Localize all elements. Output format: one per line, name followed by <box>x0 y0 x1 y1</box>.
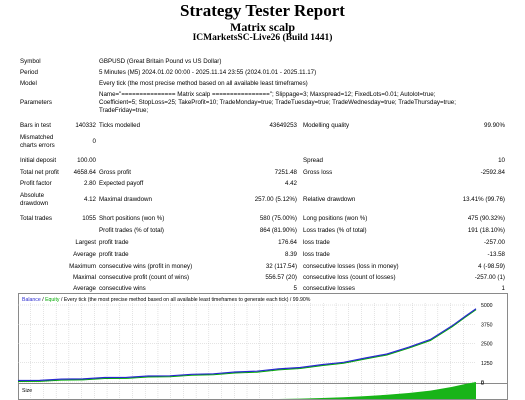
relative-drawdown-label: Relative drawdown <box>303 196 356 203</box>
mismatch-label-1: Mismatched <box>20 134 54 141</box>
mismatch-value: 0 <box>92 138 96 145</box>
max-consecutive-wins-value: 32 (117.54) <box>265 263 297 270</box>
quality-label: Modelling quality <box>303 122 350 129</box>
total-trades-value: 1055 <box>82 215 96 222</box>
mismatch-label-2: charts errors <box>20 142 55 149</box>
symbol-label: Symbol <box>20 58 41 65</box>
absolute-drawdown-label-2: drawdown <box>20 200 49 207</box>
balance-line <box>18 308 477 382</box>
net-profit-value: 4658.64 <box>73 169 96 176</box>
report-title: Strategy Tester Report <box>180 1 345 20</box>
largest-profit-label: profit trade <box>99 239 129 246</box>
ytick-label: 2500 <box>481 342 493 348</box>
largest-profit-value: 176.64 <box>278 239 297 246</box>
maximal-consecutive-profit-label: consecutive profit (count of wins) <box>99 274 190 281</box>
average-profit-value: 8.39 <box>284 251 297 258</box>
total-trades-label: Total trades <box>20 215 52 222</box>
average-label: Average <box>73 251 96 258</box>
quality-value: 99.90% <box>484 122 505 129</box>
chart-legend: Balance / Equity / Every tick (the most … <box>22 297 311 303</box>
legend-description: / Every tick (the most precise method ba… <box>60 297 311 303</box>
ytick-label: 0 <box>481 380 484 386</box>
bars-value: 140332 <box>75 122 96 129</box>
average-consecutive-wins-value: 5 <box>293 285 297 292</box>
server-build: ICMarketsSC-Live26 (Build 1441) <box>192 33 333 43</box>
parameters-line-1: Name="=============== Matrix scalp =====… <box>99 91 436 98</box>
loss-trades-value: 191 (18.10%) <box>467 227 505 234</box>
maximal-label: Maximal <box>72 274 96 281</box>
max-consecutive-wins-label: consecutive wins (profit in money) <box>99 263 193 270</box>
relative-drawdown-value: 13.41% (99.76) <box>462 196 505 203</box>
period-value: 5 Minutes (M5) 2024.01.02 00:00 - 2025.1… <box>99 69 317 76</box>
average-consecutive-wins-label: consecutive wins <box>99 285 146 292</box>
bars-label: Bars in test <box>20 122 51 129</box>
size-tick-0: 0 <box>481 381 484 387</box>
legend-balance: Balance <box>22 297 41 303</box>
max-consecutive-losses-label: consecutive losses (loss in money) <box>303 263 399 270</box>
profit-trades-label: Profit trades (% of total) <box>99 227 164 234</box>
chart-grid-horizontal <box>18 304 476 383</box>
spread-value: 10 <box>498 157 505 164</box>
average-loss-value: -13.58 <box>487 251 505 258</box>
average-consecutive-losses-value: 1 <box>501 285 505 292</box>
gross-profit-label: Gross profit <box>99 169 131 176</box>
maximal-drawdown-value: 257.00 (5.12%) <box>254 196 297 203</box>
ytick-label: 1250 <box>481 361 493 367</box>
average-loss-label: loss trade <box>303 251 330 258</box>
size-area <box>18 382 476 399</box>
period-label: Period <box>20 69 38 76</box>
deposit-label: Initial deposit <box>20 157 57 164</box>
spread-label: Spread <box>303 157 323 164</box>
average-consecutive-label: Average <box>73 285 96 292</box>
maximal-consecutive-profit-value: 556.57 (20) <box>265 274 297 281</box>
ticks-label: Ticks modelled <box>99 122 141 129</box>
average-consecutive-losses-label: consecutive losses <box>303 285 355 292</box>
largest-loss-value: -257.00 <box>484 239 505 246</box>
parameters-label: Parameters <box>20 99 52 106</box>
ticks-value: 43649253 <box>269 122 297 129</box>
largest-loss-label: loss trade <box>303 239 330 246</box>
profit-trades-value: 864 (81.90%) <box>259 227 297 234</box>
expected-payoff-label: Expected payoff <box>99 180 144 187</box>
absolute-drawdown-value: 4.12 <box>83 196 96 203</box>
loss-trades-label: Loss trades (% of total) <box>303 227 367 234</box>
profit-factor-value: 2.80 <box>83 180 96 187</box>
net-profit-label: Total net profit <box>20 169 59 176</box>
equity-line <box>18 309 477 382</box>
parameters-line-2: Coefficient=5; StopLoss=25; TakeProfit=1… <box>99 99 456 106</box>
average-profit-label: profit trade <box>99 251 129 258</box>
maximum-label: Maximum <box>69 263 96 270</box>
profit-factor-label: Profit factor <box>20 180 52 187</box>
gross-profit-value: 7251.48 <box>274 169 297 176</box>
maximal-drawdown-label: Maximal drawdown <box>99 196 152 203</box>
legend-separator: / <box>41 297 45 303</box>
model-label: Model <box>20 80 37 87</box>
short-positions-label: Short positions (won %) <box>99 215 165 222</box>
ytick-label: 3750 <box>481 322 493 328</box>
model-value: Every tick (the most precise method base… <box>99 80 308 87</box>
deposit-value: 100.00 <box>77 157 96 164</box>
maximal-consecutive-loss-value: -257.00 (1) <box>474 274 505 281</box>
long-positions-label: Long positions (won %) <box>303 215 368 222</box>
maximal-consecutive-loss-label: consecutive loss (count of losses) <box>303 274 396 281</box>
long-positions-value: 475 (90.32%) <box>467 215 505 222</box>
expert-name: Matrix scalp <box>230 20 295 34</box>
symbol-value: GBPUSD (Great Britain Pound vs US Dollar… <box>99 58 222 65</box>
absolute-drawdown-label-1: Absolute <box>20 192 45 199</box>
size-label: Size <box>22 388 32 394</box>
gross-loss-label: Gross loss <box>303 169 333 176</box>
largest-label: Largest <box>75 239 96 246</box>
max-consecutive-losses-value: 4 (-98.59) <box>478 263 505 270</box>
balance-chart: Balance / Equity / Every tick (the most … <box>18 293 508 400</box>
parameters-line-3: TradeFriday=true; <box>99 107 149 114</box>
ytick-label: 5000 <box>481 303 493 309</box>
short-positions-value: 580 (75.00%) <box>259 215 297 222</box>
expected-payoff-value: 4.42 <box>284 180 297 187</box>
legend-equity: Equity <box>45 297 60 303</box>
gross-loss-value: -2592.84 <box>480 169 505 176</box>
